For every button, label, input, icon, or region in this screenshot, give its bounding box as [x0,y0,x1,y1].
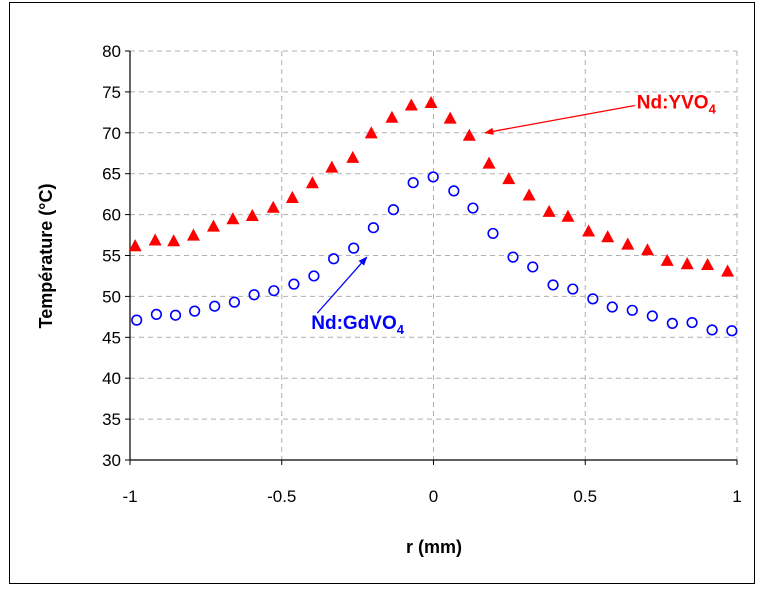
x-tick-label: -1 [122,487,137,506]
data-point-circle [387,204,400,216]
data-point-circle [308,270,320,282]
data-point-circle [427,171,439,183]
x-tick-label: -0.5 [267,487,296,506]
y-tick-label: 65 [102,165,121,184]
y-tick-label: 35 [102,410,121,429]
y-tick-label: 50 [102,287,121,306]
data-point-triangle [561,209,575,222]
data-point-triangle [601,230,615,243]
y-tick-label: 70 [102,124,121,143]
data-point-circle [527,261,539,273]
data-point-triangle [621,237,635,250]
y-tick-label: 40 [102,369,121,388]
x-tick-label: 0 [429,487,438,506]
data-point-triangle [482,156,496,169]
data-point-circle [547,279,559,291]
data-point-triangle [167,234,181,247]
data-point-circle [567,283,579,295]
series-1 [131,171,738,337]
annotations: Nd:YVO4 Nd:GdVO4 [311,92,716,337]
data-point-triangle [443,111,457,124]
data-point-circle [407,177,419,189]
y-tick-label: 55 [102,247,121,266]
data-point-triangle [582,224,596,237]
data-point-circle [626,304,638,316]
data-point-triangle [325,160,339,173]
y-tick-label: 45 [102,328,121,347]
y-axis-label: Température (°C) [36,184,56,329]
y-tick-label: 30 [102,451,121,470]
data-point-circle [288,278,300,290]
series-label-0: Nd:YVO4 [637,92,717,116]
data-point-circle [150,308,163,320]
series-0 [128,96,735,277]
series-label-1: Nd:GdVO4 [311,313,405,337]
data-point-circle [209,300,221,312]
data-series [128,96,738,337]
data-point-triangle [680,257,694,270]
data-point-circle [646,310,658,322]
data-point-triangle [266,200,280,213]
data-point-circle [666,317,678,329]
data-point-circle [507,251,519,263]
data-point-triangle [660,253,674,266]
data-point-circle [189,305,201,317]
data-point-circle [726,325,738,337]
data-point-triangle [640,243,654,256]
gridlines [130,50,738,460]
data-point-circle [131,314,143,326]
data-point-triangle [186,228,200,241]
data-point-triangle [206,219,220,232]
data-point-triangle [522,188,536,201]
data-point-circle [467,202,479,214]
data-point-triangle [462,128,476,141]
data-point-triangle [542,204,556,217]
data-point-triangle [346,150,360,163]
data-point-triangle [364,126,378,139]
data-point-circle [328,253,340,265]
data-point-circle [448,185,460,197]
data-point-triangle [701,257,715,271]
data-point-circle [268,285,280,297]
y-tick-label: 80 [102,42,121,61]
data-point-triangle [285,190,299,203]
data-point-triangle [305,176,319,189]
data-point-triangle [385,110,399,123]
data-point-triangle [128,239,142,252]
data-point-circle [487,227,499,240]
axes [125,50,738,465]
y-tick-label: 75 [102,83,121,102]
data-point-circle [248,289,260,301]
data-point-triangle [245,208,259,221]
data-point-triangle [226,212,240,225]
data-point-circle [706,324,718,336]
tick-labels: 30 35 40 45 50 55 60 65 70 75 80 -1 -0.5 0 0.5 1 [102,42,742,506]
annotation-arrow-1 [316,256,368,314]
chart-frame [9,2,755,584]
data-point-circle [348,242,360,254]
data-point-triangle [424,96,438,109]
data-point-triangle [502,172,516,185]
data-point-circle [686,316,698,329]
x-axis-label: r (mm) [406,537,462,557]
data-point-triangle [721,264,735,277]
data-point-triangle [148,233,162,246]
data-point-circle [587,293,599,305]
x-tick-label: 1 [732,487,741,506]
x-tick-label: 0.5 [573,487,597,506]
data-point-triangle [404,98,418,111]
y-tick-label: 60 [102,206,121,225]
annotation-arrow-0 [484,104,635,135]
data-point-circle [228,296,241,308]
data-point-circle [606,301,618,313]
data-point-circle [367,222,380,234]
data-point-circle [169,309,182,321]
